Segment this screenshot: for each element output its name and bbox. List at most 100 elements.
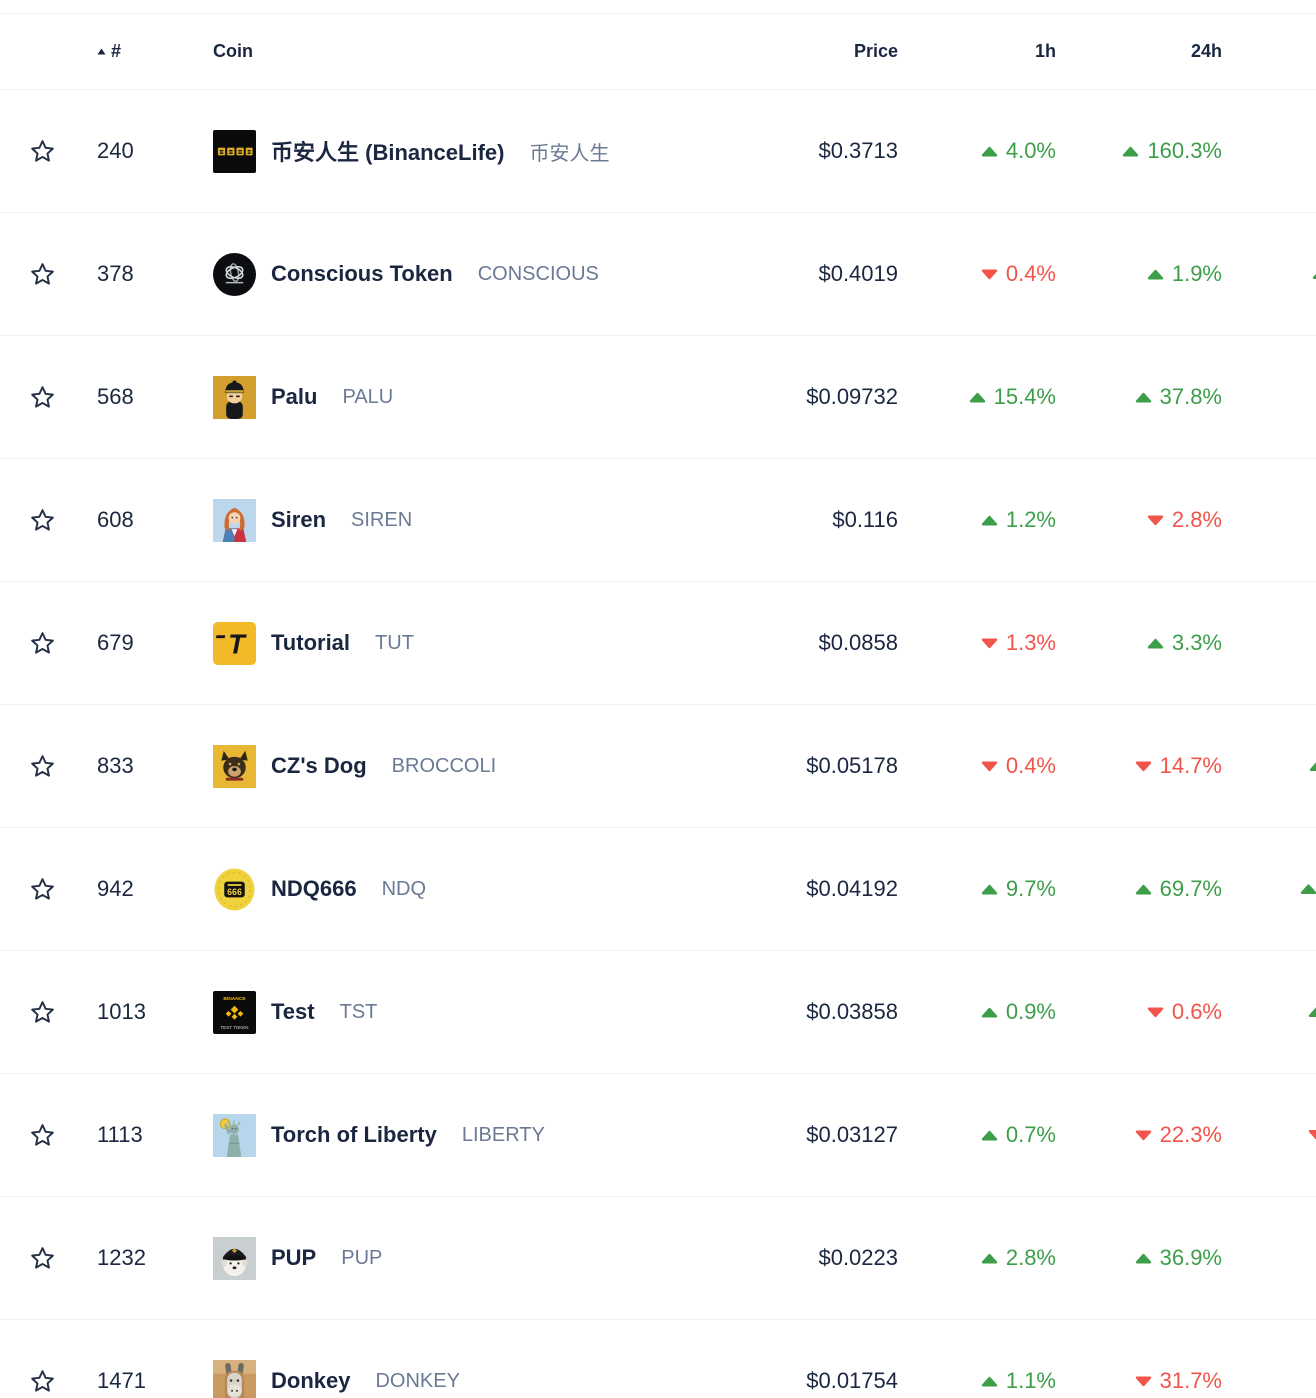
- col-header-24h-label: 24h: [1190, 41, 1222, 61]
- watchlist-star-button[interactable]: [29, 1245, 56, 1272]
- watchlist-star-button[interactable]: [29, 630, 56, 657]
- col-header-rank-label: #: [111, 41, 122, 61]
- change-7d-arrow-partial: [1300, 884, 1316, 895]
- tutorial-icon: [213, 622, 256, 665]
- test-icon: [213, 991, 256, 1034]
- watchlist-star-button[interactable]: [29, 261, 56, 288]
- watchlist-star-button[interactable]: [29, 507, 56, 534]
- coin-name: PUP: [271, 1245, 317, 1270]
- change-7d-arrow-partial: [1308, 1130, 1316, 1141]
- coin-link[interactable]: Tutorial TUT: [213, 622, 708, 665]
- table-row: 608 Siren SIREN $0.116 1.2% 2.8%: [0, 459, 1316, 582]
- watchlist-star-button[interactable]: [29, 876, 56, 903]
- coin-link[interactable]: Test TST: [213, 991, 708, 1034]
- watchlist-star-button[interactable]: [29, 753, 56, 780]
- coin-link[interactable]: Siren SIREN: [213, 499, 708, 542]
- watchlist-star-button[interactable]: [29, 1122, 56, 1149]
- coin-link[interactable]: NDQ666 NDQ: [213, 868, 708, 911]
- coin-name: CZ's Dog: [271, 753, 367, 778]
- change-1h: 0.9%: [981, 999, 1056, 1025]
- table-row: 1013 Test TST $0.03858 0.9% 0.6%: [0, 951, 1316, 1074]
- change-1h: 1.2%: [981, 507, 1056, 533]
- binancelife-icon: [213, 130, 256, 173]
- change-direction-icon: [981, 1007, 998, 1018]
- czs-dog-icon: [213, 745, 256, 788]
- watchlist-star-button[interactable]: [29, 138, 56, 165]
- change-24h: 0.6%: [1147, 999, 1222, 1025]
- col-header-price[interactable]: Price: [708, 41, 898, 62]
- change-direction-icon: [1147, 515, 1164, 526]
- star-icon: [31, 1123, 54, 1146]
- coin-symbol: LIBERTY: [461, 1123, 545, 1146]
- col-header-price-label: Price: [853, 41, 898, 61]
- table-row: 1113 Torch of Liberty LIBERTY $0.03127 0.…: [0, 1074, 1316, 1197]
- change-1h: 15.4%: [969, 384, 1056, 410]
- star-icon: [31, 508, 54, 531]
- change-24h: 22.3%: [1135, 1122, 1222, 1148]
- change-24h: 160.3%: [1122, 138, 1222, 164]
- change-direction-icon: [1147, 638, 1164, 649]
- palu-icon: [213, 376, 256, 419]
- change-1h: 1.1%: [981, 1368, 1056, 1394]
- torch-of-liberty-icon: [213, 1114, 256, 1157]
- coin-price: $0.01754: [806, 1368, 898, 1393]
- table-row: 568 Palu PALU $0.09732 15.4% 37.8%: [0, 336, 1316, 459]
- coin-link[interactable]: Torch of Liberty LIBERTY: [213, 1114, 708, 1157]
- coin-link[interactable]: Palu PALU: [213, 376, 708, 419]
- coin-rank: 679: [97, 630, 134, 655]
- coin-link[interactable]: 币安人生 (BinanceLife) 币安人生: [213, 130, 708, 173]
- change-direction-icon: [1147, 1007, 1164, 1018]
- change-7d-arrow-partial: [1308, 1007, 1316, 1018]
- coin-symbol: 币安人生: [529, 142, 610, 165]
- coin-name: Donkey: [271, 1368, 351, 1393]
- coin-price: $0.03127: [806, 1122, 898, 1147]
- coin-symbol: PALU: [342, 385, 394, 408]
- col-header-24h[interactable]: 24h: [1056, 41, 1222, 62]
- table-row: 378 Conscious Token CONSCIOUS $0.4019 0.4…: [0, 213, 1316, 336]
- coin-table: # Coin Price 1h 24h 240 币安人生 (B: [0, 13, 1316, 1398]
- coin-price: $0.03858: [806, 999, 898, 1024]
- change-direction-icon: [1135, 1253, 1152, 1264]
- coin-name: Test: [271, 999, 315, 1024]
- change-direction-icon: [1135, 761, 1152, 772]
- coin-rank: 568: [97, 384, 134, 409]
- coin-symbol: DONKEY: [375, 1369, 460, 1392]
- watchlist-star-button[interactable]: [29, 1368, 56, 1395]
- coin-link[interactable]: PUP PUP: [213, 1237, 708, 1280]
- coin-rank: 833: [97, 753, 134, 778]
- col-header-1h[interactable]: 1h: [898, 41, 1056, 62]
- col-header-coin[interactable]: Coin: [180, 41, 708, 62]
- star-icon: [31, 262, 54, 285]
- change-1h: 0.7%: [981, 1122, 1056, 1148]
- change-7d-arrow-partial: [1312, 269, 1316, 280]
- watchlist-star-button[interactable]: [29, 384, 56, 411]
- donkey-icon: [213, 1360, 256, 1398]
- change-direction-icon: [1135, 884, 1152, 895]
- coin-symbol: TST: [339, 1000, 378, 1023]
- watchlist-star-button[interactable]: [29, 999, 56, 1026]
- coin-price: $0.04192: [806, 876, 898, 901]
- coin-symbol: PUP: [341, 1246, 383, 1269]
- pup-icon: [213, 1237, 256, 1280]
- coin-link[interactable]: Conscious Token CONSCIOUS: [213, 253, 708, 296]
- coin-link[interactable]: Donkey DONKEY: [213, 1360, 708, 1398]
- coin-name: Siren: [271, 507, 327, 532]
- col-header-rank[interactable]: #: [64, 41, 180, 62]
- change-1h: 0.4%: [981, 261, 1056, 287]
- star-icon: [31, 1369, 54, 1392]
- change-24h: 31.7%: [1135, 1368, 1222, 1394]
- col-header-coin-label: Coin: [213, 41, 253, 61]
- coin-symbol: SIREN: [351, 508, 413, 531]
- change-direction-icon: [981, 1376, 998, 1387]
- change-direction-icon: [1135, 1376, 1152, 1387]
- table-body: 240 币安人生 (BinanceLife) 币安人生 $0.3713 4.0% …: [0, 90, 1316, 1398]
- siren-icon: [213, 499, 256, 542]
- change-direction-icon: [981, 884, 998, 895]
- coin-rank: 1232: [97, 1245, 146, 1270]
- coin-rank: 378: [97, 261, 134, 286]
- coin-link[interactable]: CZ's Dog BROCCOLI: [213, 745, 708, 788]
- change-1h: 9.7%: [981, 876, 1056, 902]
- table-row: 1232 PUP PUP $0.0223 2.8% 36.9%: [0, 1197, 1316, 1320]
- ndq666-icon: [213, 868, 256, 911]
- change-1h: 0.4%: [981, 753, 1056, 779]
